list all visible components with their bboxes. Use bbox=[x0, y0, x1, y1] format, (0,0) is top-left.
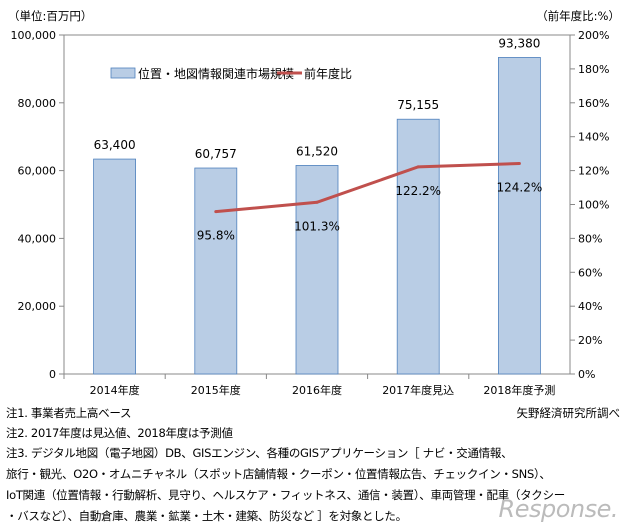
x-tick-label: 2018年度予測 bbox=[483, 383, 555, 397]
ratio-point bbox=[517, 161, 521, 165]
right-tick-label: 20% bbox=[578, 334, 602, 347]
bar bbox=[497, 57, 541, 375]
left-unit-label: （単位:百万円） bbox=[8, 9, 92, 23]
left-tick-label: 60,000 bbox=[18, 165, 57, 178]
line-data-label: 101.3% bbox=[294, 219, 340, 233]
left-tick-label: 40,000 bbox=[18, 232, 57, 245]
right-tick-label: 80% bbox=[578, 232, 602, 245]
left-tick-label: 20,000 bbox=[18, 300, 57, 313]
right-tick-label: 200% bbox=[578, 29, 609, 42]
line-data-label: 122.2% bbox=[395, 184, 441, 198]
line-data-label: 95.8% bbox=[197, 229, 235, 243]
right-tick-label: 160% bbox=[578, 97, 609, 110]
note-1: 注1. 事業者売上高ベース bbox=[6, 406, 132, 420]
note-3-line-2: 旅行・観光、O2O・オムニチャネル（スポット店舗情報・クーポン・位置情報広告、チ… bbox=[6, 467, 551, 481]
x-tick-label: 2015年度 bbox=[191, 383, 241, 397]
legend-bar-label: 位置・地図情報関連市場規模 bbox=[138, 66, 294, 81]
bar-data-label: 63,400 bbox=[94, 138, 136, 152]
right-tick-label: 180% bbox=[578, 63, 609, 76]
bar bbox=[295, 165, 339, 375]
right-tick-label: 0% bbox=[578, 368, 595, 381]
x-tick-label: 2014年度 bbox=[90, 383, 140, 397]
right-tick-label: 120% bbox=[578, 165, 609, 178]
bar bbox=[194, 167, 238, 375]
ratio-point bbox=[416, 165, 420, 169]
right-tick-label: 40% bbox=[578, 300, 602, 313]
bar bbox=[93, 158, 136, 375]
bar-data-label: 75,155 bbox=[397, 98, 439, 112]
bar-data-label: 60,757 bbox=[195, 147, 237, 161]
ratio-point bbox=[214, 210, 218, 214]
line-data-label: 124.2% bbox=[497, 180, 543, 194]
ratio-line bbox=[215, 161, 520, 214]
right-tick-label: 60% bbox=[578, 266, 602, 279]
watermark-logo: Response. bbox=[498, 495, 619, 523]
note-2: 注2. 2017年度は見込値、2018年度は予測値 bbox=[6, 426, 233, 440]
legend-bar-swatch bbox=[110, 67, 136, 79]
x-tick-label: 2017年度見込 bbox=[382, 383, 454, 397]
chart: （単位:百万円） （前年度比:%） 0 20,000 40,000 60,000 80,00… bbox=[8, 9, 620, 397]
left-tick-label: 0 bbox=[49, 368, 56, 381]
bar-data-label: 61,520 bbox=[296, 144, 338, 158]
bar-data-label: 93,380 bbox=[498, 36, 540, 50]
right-tick-label: 100% bbox=[578, 199, 609, 212]
left-tick-label: 100,000 bbox=[11, 29, 57, 42]
legend-line-label: 前年度比 bbox=[304, 66, 352, 81]
left-tick-label: 80,000 bbox=[18, 97, 57, 110]
note-3-line-4: ・バスなど）、自動倉庫、農業・鉱業・土木・建築、防災など ］を対象とした。 bbox=[6, 509, 407, 523]
note-3-line-3: IoT関連（位置情報・行動解析、見守り、ヘルスケア・フィットネス、通信・装置）、… bbox=[6, 488, 565, 502]
right-unit-label: （前年度比:%） bbox=[536, 9, 620, 23]
note-3: 注3. デジタル地図（電子地図）DB、GISエンジン、各種のGISアプリケーショ… bbox=[6, 446, 513, 460]
ratio-point bbox=[315, 200, 319, 204]
source-credit: 矢野経済研究所調べ bbox=[516, 406, 621, 420]
x-tick-label: 2016年度 bbox=[292, 383, 342, 397]
right-tick-label: 140% bbox=[578, 131, 609, 144]
bar bbox=[396, 118, 440, 375]
